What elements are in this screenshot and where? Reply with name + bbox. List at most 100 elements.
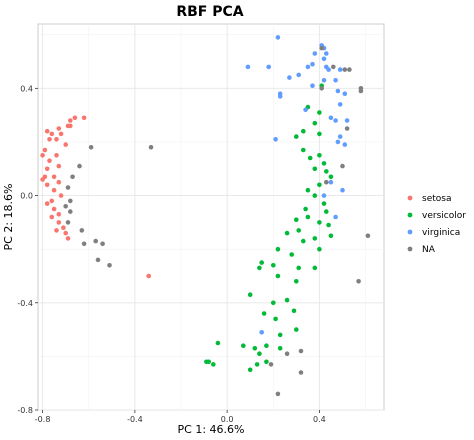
data-point-setosa — [65, 236, 71, 241]
data-point-versicolor — [307, 155, 313, 161]
legend-key-virginica — [407, 229, 413, 235]
data-point-virginica — [324, 51, 329, 56]
data-point-setosa — [56, 212, 62, 217]
data-point-setosa — [58, 193, 64, 198]
data-point-versicolor — [252, 346, 258, 351]
data-point-na — [88, 145, 94, 150]
data-point-versicolor — [324, 209, 329, 214]
data-point-versicolor — [317, 220, 322, 225]
data-point-na — [77, 163, 82, 169]
data-point-virginica — [337, 134, 343, 139]
data-point-versicolor — [294, 217, 299, 222]
data-point-versicolor — [312, 120, 318, 126]
data-point-versicolor — [321, 161, 327, 166]
y-tick-label: 0.0 — [20, 192, 33, 201]
data-point-na — [63, 204, 68, 209]
data-point-na — [331, 64, 336, 70]
data-point-versicolor — [301, 128, 306, 134]
data-point-na — [65, 185, 71, 190]
data-point-versicolor — [291, 308, 297, 314]
data-point-na — [148, 145, 154, 150]
data-point-setosa — [81, 115, 87, 121]
data-point-setosa — [68, 123, 73, 129]
data-point-virginica — [326, 67, 331, 72]
legend-label-setosa: setosa — [422, 194, 451, 204]
legend-label-na: NA — [422, 245, 436, 255]
data-point-versicolor — [264, 359, 269, 365]
x-axis-ticks: -0.8 -0.4 0.0 0.4 — [35, 410, 326, 424]
data-point-versicolor — [328, 174, 334, 180]
data-point-setosa — [51, 174, 57, 180]
chart-title: RBF PCA — [176, 4, 243, 20]
data-point-virginica — [266, 64, 272, 70]
data-point-setosa — [51, 187, 57, 193]
data-point-na — [68, 198, 73, 204]
y-tick-label: -0.4 — [17, 299, 33, 308]
data-point-setosa — [49, 214, 55, 220]
data-point-versicolor — [247, 292, 253, 298]
data-point-na — [319, 45, 325, 51]
data-point-versicolor — [317, 246, 322, 252]
data-point-na — [100, 241, 105, 247]
data-point-versicolor — [294, 327, 299, 332]
data-point-na — [268, 362, 274, 367]
data-point-versicolor — [312, 166, 318, 172]
data-points — [40, 35, 371, 397]
data-point-versicolor — [305, 214, 311, 220]
data-point-setosa — [47, 158, 52, 163]
data-point-versicolor — [296, 228, 302, 233]
data-point-versicolor — [312, 265, 318, 271]
data-point-versicolor — [312, 236, 318, 241]
data-point-na — [358, 88, 364, 94]
data-point-versicolor — [294, 134, 299, 139]
x-tick-label: 0.4 — [313, 415, 326, 424]
data-point-na — [81, 241, 87, 247]
data-point-versicolor — [215, 340, 221, 346]
data-point-virginica — [335, 88, 341, 94]
data-point-virginica — [337, 102, 343, 107]
data-point-setosa — [44, 182, 50, 188]
x-tick-label: -0.8 — [35, 415, 51, 424]
data-point-virginica — [342, 142, 348, 147]
grid-lines — [38, 24, 384, 411]
data-point-versicolor — [259, 260, 265, 265]
data-point-virginica — [340, 187, 345, 193]
data-point-versicolor — [247, 367, 253, 373]
data-point-versicolor — [275, 246, 281, 252]
legend-label-virginica: virginica — [422, 228, 460, 238]
data-point-virginica — [342, 91, 348, 96]
legend-label-versicolor: versicolor — [422, 211, 466, 221]
data-point-setosa — [63, 230, 68, 236]
data-point-versicolor — [328, 233, 334, 239]
data-point-virginica — [344, 118, 350, 123]
data-point-setosa — [51, 206, 57, 212]
data-point-versicolor — [277, 346, 283, 351]
data-point-versicolor — [301, 238, 306, 244]
data-point-na — [319, 86, 325, 91]
data-point-versicolor — [289, 252, 295, 257]
data-point-versicolor — [301, 147, 306, 153]
legend-key-setosa — [407, 195, 413, 201]
data-point-na — [284, 351, 290, 357]
data-point-versicolor — [206, 359, 211, 365]
data-point-virginica — [296, 72, 302, 78]
data-point-versicolor — [317, 182, 322, 188]
data-point-virginica — [287, 75, 292, 80]
data-point-versicolor — [261, 311, 267, 316]
data-point-versicolor — [271, 300, 276, 306]
data-point-versicolor — [326, 222, 331, 228]
data-point-virginica — [321, 78, 327, 83]
data-point-versicolor — [257, 351, 262, 357]
data-point-na — [347, 67, 352, 72]
data-point-na — [70, 174, 75, 180]
data-point-versicolor — [257, 265, 262, 271]
data-point-versicolor — [321, 201, 327, 206]
data-point-versicolor — [312, 193, 318, 198]
data-point-versicolor — [277, 332, 283, 338]
data-point-setosa — [146, 273, 151, 279]
data-point-versicolor — [324, 169, 329, 174]
data-point-virginica — [303, 107, 308, 113]
data-point-na — [342, 67, 348, 72]
data-point-na — [340, 163, 345, 169]
